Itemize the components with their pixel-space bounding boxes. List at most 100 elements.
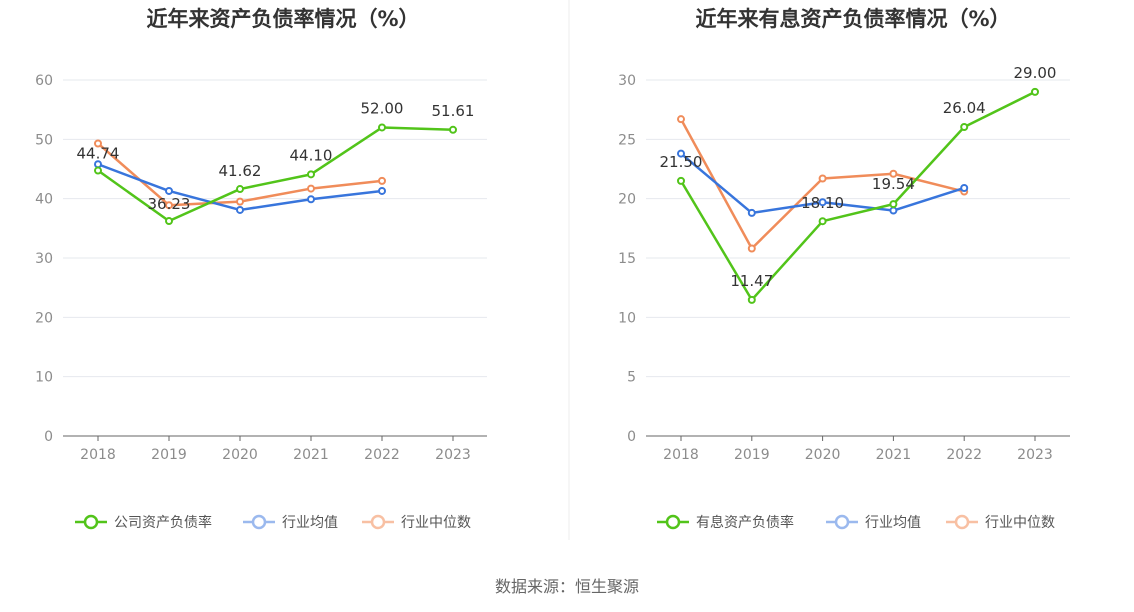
data-label: 52.00 <box>361 99 404 117</box>
data-point[interactable] <box>378 123 386 132</box>
y-tick-label: 0 <box>627 429 636 445</box>
data-point[interactable] <box>94 166 102 175</box>
y-tick-label: 30 <box>35 251 53 267</box>
data-point[interactable] <box>236 197 244 206</box>
data-point[interactable] <box>378 186 386 195</box>
legend-label: 行业中位数 <box>401 515 471 531</box>
y-tick-label: 40 <box>35 192 53 208</box>
data-point[interactable] <box>307 170 315 179</box>
data-point[interactable] <box>889 200 898 209</box>
data-label: 26.04 <box>943 99 986 117</box>
legend-item[interactable]: 行业中位数 <box>946 514 1055 531</box>
data-labels: 21.50 11.47 18.10 19.54 26.04 29.00 <box>660 64 1057 290</box>
y-tick-label: 5 <box>627 370 636 386</box>
legend-marker <box>251 514 267 530</box>
legend: 公司资产负债率 行业均值 行业中位数 <box>75 514 471 531</box>
x-tick-label: 2022 <box>364 447 400 463</box>
data-point[interactable] <box>1031 87 1039 96</box>
data-label: 44.10 <box>290 146 333 164</box>
data-label: 18.10 <box>801 194 844 212</box>
chart-title: 近年来有息资产负债率情况（%） <box>695 7 1010 31</box>
legend-marker <box>665 514 681 530</box>
x-tick-label: 2019 <box>734 447 770 463</box>
x-tick-label: 2018 <box>80 447 116 463</box>
legend-item[interactable]: 公司资产负债率 <box>75 514 212 531</box>
grid-lines <box>646 79 1070 378</box>
data-point[interactable] <box>307 184 315 193</box>
legend-label: 公司资产负债率 <box>114 514 212 531</box>
x-tick-label: 2020 <box>222 447 258 463</box>
data-point[interactable] <box>677 149 685 158</box>
axes: 0 10 20 30 40 50 60 2018 2019 2020 2021 2022 2023 <box>35 73 487 463</box>
data-point[interactable] <box>165 186 173 195</box>
y-tick-label: 25 <box>618 132 636 148</box>
series-lines <box>94 123 457 226</box>
legend-label: 行业均值 <box>865 515 921 531</box>
x-tick-label: 2021 <box>876 447 912 463</box>
data-point[interactable] <box>677 176 685 185</box>
legend-label: 行业中位数 <box>985 515 1055 531</box>
data-label: 41.62 <box>219 162 262 180</box>
legend-item[interactable]: 行业均值 <box>243 514 338 531</box>
data-source: 数据来源：恒生聚源 <box>495 577 639 596</box>
series-lines <box>677 87 1039 304</box>
y-tick-label: 0 <box>44 429 53 445</box>
data-point[interactable] <box>449 125 457 134</box>
data-point[interactable] <box>94 139 102 148</box>
data-point[interactable] <box>747 208 756 217</box>
x-tick-label: 2023 <box>1017 447 1053 463</box>
data-point[interactable] <box>747 244 756 253</box>
legend-label: 行业均值 <box>282 515 338 531</box>
data-point[interactable] <box>747 295 756 304</box>
series-line <box>97 126 454 223</box>
legend-item[interactable]: 行业均值 <box>826 514 921 531</box>
x-tick-label: 2023 <box>435 447 471 463</box>
chart-panel-debt-ratio: 近年来资产负债率情况（%） 0 10 20 30 40 50 60 2018 2019 2020 2… <box>35 7 487 531</box>
data-point[interactable] <box>889 169 898 178</box>
legend-item[interactable]: 行业中位数 <box>362 514 471 531</box>
data-point[interactable] <box>165 217 173 226</box>
data-label: 11.47 <box>730 272 773 290</box>
y-tick-label: 60 <box>35 73 53 89</box>
data-point[interactable] <box>818 217 827 226</box>
y-tick-label: 10 <box>618 310 636 326</box>
data-labels: 44.74 36.23 41.62 44.10 52.00 51.61 <box>77 99 475 213</box>
y-tick-label: 20 <box>618 192 636 208</box>
data-label: 19.54 <box>872 175 915 193</box>
series-line <box>679 118 965 250</box>
y-tick-label: 20 <box>35 310 53 326</box>
y-tick-label: 30 <box>618 73 636 89</box>
data-label: 36.23 <box>148 195 191 213</box>
legend-marker <box>954 514 970 530</box>
data-point[interactable] <box>307 195 315 204</box>
legend-marker <box>370 514 386 530</box>
data-point[interactable] <box>378 176 386 185</box>
data-label: 29.00 <box>1014 64 1057 82</box>
y-tick-label: 50 <box>35 132 53 148</box>
axes: 0 5 10 15 20 25 30 2018 2019 2020 2021 2022 2023 <box>618 73 1070 463</box>
data-point[interactable] <box>236 185 244 194</box>
y-tick-label: 15 <box>618 251 636 267</box>
legend: 有息资产负债率 行业均值 行业中位数 <box>657 514 1055 531</box>
series-line <box>679 90 1036 302</box>
data-point[interactable] <box>165 201 173 210</box>
data-point[interactable] <box>236 205 244 214</box>
y-tick-label: 10 <box>35 370 53 386</box>
x-tick-label: 2022 <box>946 447 982 463</box>
x-tick-label: 2020 <box>805 447 841 463</box>
legend-marker <box>834 514 850 530</box>
data-label: 51.61 <box>432 102 475 120</box>
x-tick-label: 2019 <box>151 447 187 463</box>
data-point[interactable] <box>889 206 898 215</box>
data-point[interactable] <box>960 122 969 131</box>
legend-item[interactable]: 有息资产负债率 <box>657 514 794 531</box>
data-label: 21.50 <box>660 153 703 171</box>
x-tick-label: 2021 <box>293 447 329 463</box>
legend-label: 有息资产负债率 <box>696 514 794 531</box>
data-point[interactable] <box>677 115 685 124</box>
x-tick-label: 2018 <box>663 447 699 463</box>
data-point[interactable] <box>960 183 969 192</box>
data-point[interactable] <box>818 174 827 183</box>
data-point[interactable] <box>818 198 827 207</box>
